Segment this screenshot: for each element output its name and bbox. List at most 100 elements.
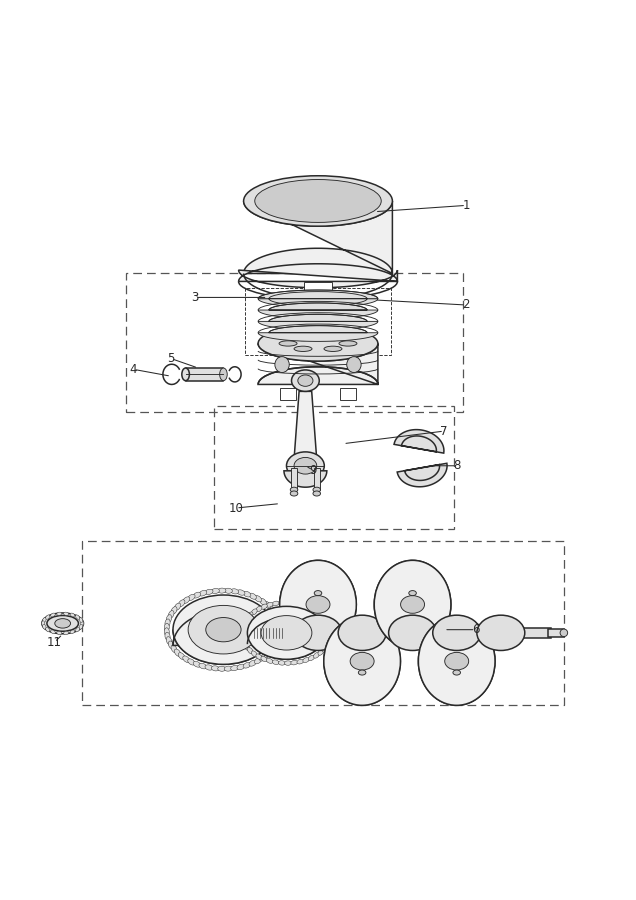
Ellipse shape — [199, 590, 207, 596]
Ellipse shape — [243, 591, 251, 597]
Ellipse shape — [279, 341, 297, 346]
Ellipse shape — [165, 619, 170, 627]
Ellipse shape — [432, 616, 481, 651]
Polygon shape — [291, 468, 297, 490]
Polygon shape — [244, 201, 392, 274]
Ellipse shape — [76, 627, 80, 632]
Polygon shape — [280, 561, 356, 649]
Ellipse shape — [318, 610, 324, 616]
Ellipse shape — [294, 336, 312, 341]
Text: 7: 7 — [440, 425, 448, 437]
Ellipse shape — [279, 600, 286, 605]
Ellipse shape — [418, 617, 495, 706]
Polygon shape — [418, 617, 495, 706]
Ellipse shape — [182, 368, 190, 381]
Ellipse shape — [199, 663, 207, 669]
Ellipse shape — [297, 602, 303, 607]
Polygon shape — [238, 264, 398, 288]
Ellipse shape — [313, 491, 321, 496]
Ellipse shape — [294, 616, 342, 651]
Text: 1: 1 — [462, 199, 470, 212]
Ellipse shape — [303, 658, 309, 662]
Polygon shape — [394, 429, 444, 453]
Ellipse shape — [80, 625, 83, 629]
Ellipse shape — [247, 612, 253, 618]
Ellipse shape — [244, 176, 392, 226]
Ellipse shape — [274, 639, 280, 647]
Ellipse shape — [258, 326, 378, 361]
Ellipse shape — [329, 634, 333, 641]
Ellipse shape — [244, 644, 249, 651]
Ellipse shape — [329, 629, 333, 636]
Polygon shape — [375, 561, 451, 649]
Polygon shape — [258, 303, 378, 319]
Ellipse shape — [258, 337, 378, 352]
Polygon shape — [340, 388, 356, 400]
Polygon shape — [258, 292, 378, 308]
Ellipse shape — [338, 616, 386, 651]
Ellipse shape — [247, 647, 253, 653]
Ellipse shape — [261, 616, 312, 650]
Ellipse shape — [237, 664, 245, 670]
Ellipse shape — [205, 665, 213, 670]
Ellipse shape — [173, 595, 274, 664]
Ellipse shape — [174, 649, 181, 656]
Ellipse shape — [211, 666, 219, 670]
Ellipse shape — [251, 651, 257, 657]
Ellipse shape — [225, 589, 232, 593]
Ellipse shape — [211, 589, 219, 594]
Ellipse shape — [264, 651, 270, 658]
Polygon shape — [280, 388, 296, 400]
Ellipse shape — [286, 452, 324, 480]
Ellipse shape — [324, 336, 342, 341]
Ellipse shape — [303, 603, 309, 608]
Ellipse shape — [218, 588, 226, 593]
Ellipse shape — [193, 662, 201, 667]
Polygon shape — [284, 471, 327, 487]
Ellipse shape — [70, 630, 75, 634]
Ellipse shape — [247, 607, 326, 660]
Text: 6: 6 — [472, 623, 480, 636]
Ellipse shape — [314, 652, 319, 658]
Ellipse shape — [57, 612, 62, 616]
Polygon shape — [258, 344, 378, 384]
Ellipse shape — [240, 627, 244, 634]
Ellipse shape — [47, 616, 78, 631]
Ellipse shape — [329, 626, 333, 632]
Ellipse shape — [477, 616, 525, 651]
Ellipse shape — [272, 644, 277, 651]
Ellipse shape — [243, 662, 251, 668]
Ellipse shape — [46, 615, 50, 619]
Ellipse shape — [272, 608, 277, 617]
Text: 8: 8 — [453, 459, 460, 472]
Ellipse shape — [255, 179, 381, 222]
Ellipse shape — [322, 645, 327, 652]
Polygon shape — [548, 629, 564, 636]
Polygon shape — [173, 611, 274, 664]
Text: 2: 2 — [462, 299, 470, 311]
Ellipse shape — [183, 597, 190, 603]
Ellipse shape — [57, 632, 62, 634]
Ellipse shape — [42, 613, 83, 634]
Ellipse shape — [277, 621, 282, 629]
Ellipse shape — [165, 633, 170, 641]
Ellipse shape — [219, 368, 227, 381]
Ellipse shape — [206, 617, 241, 642]
Ellipse shape — [313, 487, 321, 492]
Ellipse shape — [169, 610, 174, 618]
Polygon shape — [186, 368, 223, 381]
Ellipse shape — [274, 613, 280, 620]
Ellipse shape — [256, 607, 262, 612]
Ellipse shape — [259, 654, 266, 662]
Ellipse shape — [43, 625, 46, 629]
Ellipse shape — [240, 632, 244, 638]
Ellipse shape — [171, 645, 177, 652]
Ellipse shape — [560, 629, 568, 636]
Ellipse shape — [324, 346, 342, 352]
Ellipse shape — [306, 596, 330, 613]
Ellipse shape — [291, 601, 298, 606]
Ellipse shape — [401, 596, 425, 613]
Ellipse shape — [284, 600, 291, 605]
Text: 11: 11 — [47, 635, 62, 649]
Ellipse shape — [171, 607, 177, 614]
